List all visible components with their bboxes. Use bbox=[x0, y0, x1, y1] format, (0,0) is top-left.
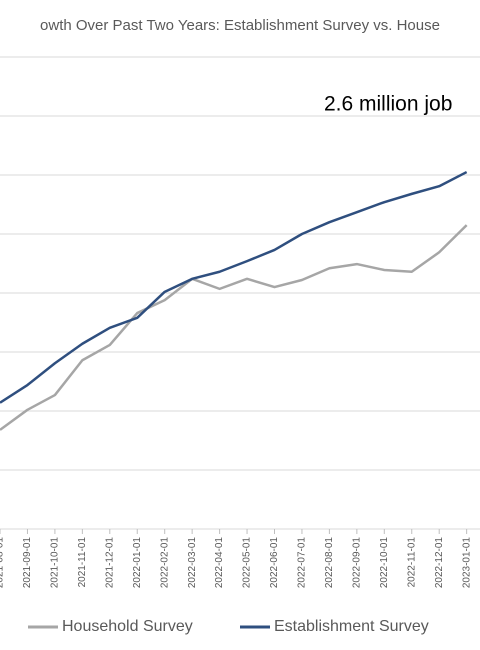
x-tick-label: 2022-03-01 bbox=[187, 537, 198, 589]
series-line bbox=[0, 224, 468, 431]
x-tick-label: 2021-11-01 bbox=[77, 537, 88, 588]
x-tick-label: 2021-09-01 bbox=[22, 537, 33, 589]
x-tick-label: 2023-01-01 bbox=[461, 537, 472, 589]
x-tick-label: 2021-08-01 bbox=[0, 537, 6, 589]
annotation: 2.6 million job bbox=[324, 93, 452, 116]
x-tick-label: 2022-05-01 bbox=[242, 537, 253, 589]
x-tick-label: 2022-11-01 bbox=[406, 537, 417, 588]
x-tick-label: 2022-12-01 bbox=[434, 537, 445, 589]
x-tick-label: 2022-08-01 bbox=[324, 537, 335, 589]
legend-label: Establishment Survey bbox=[274, 618, 429, 635]
x-tick-label: 2022-10-01 bbox=[379, 537, 390, 589]
legend-label: Household Survey bbox=[62, 618, 193, 635]
x-tick-label: 2022-07-01 bbox=[297, 537, 308, 589]
x-tick-label: 2022-09-01 bbox=[351, 537, 362, 589]
x-tick-label: 2022-04-01 bbox=[214, 537, 225, 589]
x-tick-label: 2022-02-01 bbox=[159, 537, 170, 589]
series-line bbox=[0, 170, 468, 404]
chart-title: owth Over Past Two Years: Establishment … bbox=[40, 17, 440, 34]
x-tick-label: 2022-06-01 bbox=[269, 537, 280, 589]
x-tick-label: 2021-12-01 bbox=[104, 537, 115, 589]
x-tick-label: 2022-01-01 bbox=[132, 537, 143, 589]
x-tick-label: 2021-10-01 bbox=[50, 537, 61, 589]
